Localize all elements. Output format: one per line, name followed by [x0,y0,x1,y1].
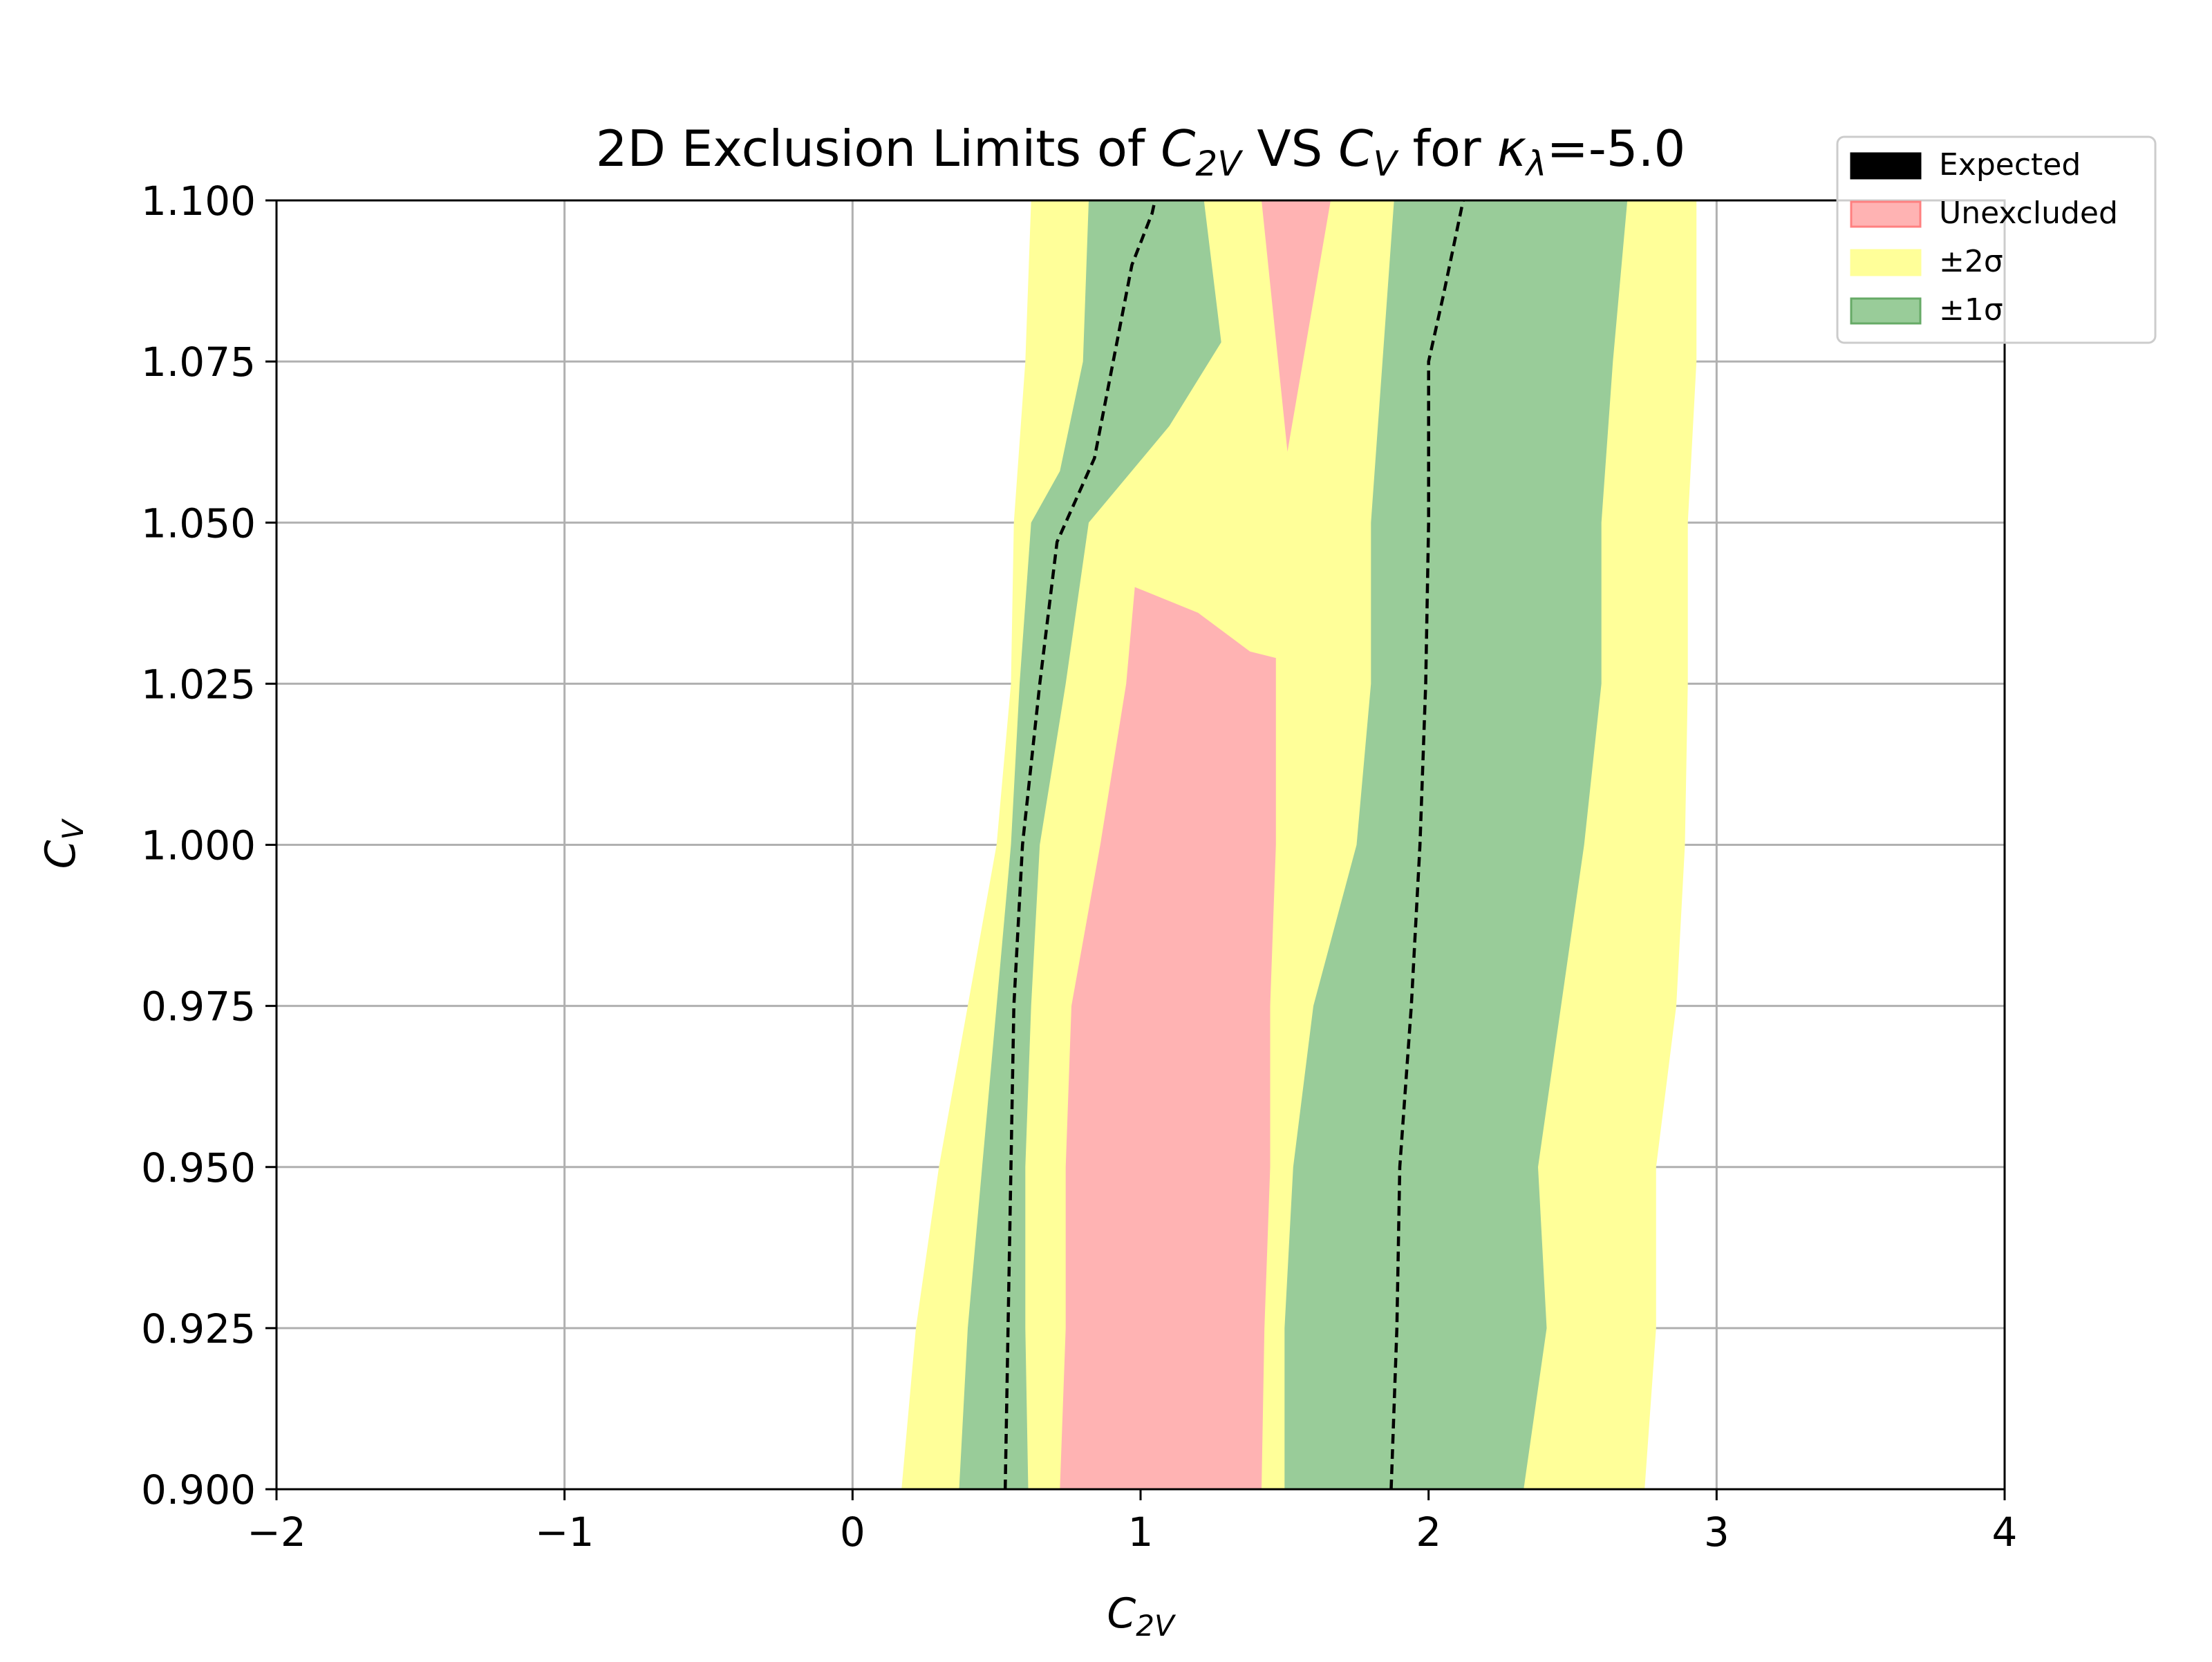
x-tick-label-2: 0 [840,1509,865,1556]
one-sigma-band-0 [959,200,1221,1489]
legend-label-one_sigma: ±1σ [1939,292,2003,328]
y-tick-label-5: 1.025 [141,661,256,708]
x-axis-label: C2V [1107,1589,1177,1643]
unexcluded-region-1 [1262,200,1331,452]
y-tick-label-3: 0.975 [141,983,256,1030]
x-tick-label-6: 4 [1992,1509,2018,1556]
x-tick-label-0: −2 [247,1509,306,1556]
expected-lines [1003,200,1465,1489]
expected-line-1 [1389,200,1465,1489]
legend: Expected Unexcluded ±2σ ±1σ [1836,135,2157,344]
plot-regions [901,200,1697,1489]
legend-entries: Expected Unexcluded ±2σ ±1σ [1850,147,2118,328]
y-tick-label-7: 1.075 [141,339,256,386]
legend-frame [1836,135,2157,344]
legend-swatch-unexcluded [1850,200,1922,228]
x-tick-label-5: 3 [1704,1509,1730,1556]
legend-label-two_sigma: ±2σ [1939,244,2003,279]
axis-ticks: −2 −1 0 1 2 3 4 0.900 0.925 0.950 0.975 1.000 1.025 1… [141,178,2018,1556]
legend-swatch-expected [1850,152,1922,180]
legend-label-expected: Expected [1939,147,2081,182]
legend-swatch-one_sigma [1850,297,1922,325]
y-tick-label-4: 1.000 [141,822,256,869]
legend-label-unexcluded: Unexcluded [1939,196,2118,231]
expected-line-0 [1003,200,1156,1489]
chart-title: 2D Exclusion Limits of C2V VS CV for κλ=… [596,120,1686,184]
unexcluded-region-0 [1060,587,1276,1489]
y-axis-label: CV [37,818,90,869]
x-tick-label-4: 2 [1416,1509,1441,1556]
y-tick-label-8: 1.100 [141,178,256,225]
y-tick-label-6: 1.050 [141,500,256,547]
y-tick-label-0: 0.900 [141,1466,256,1513]
x-tick-label-3: 1 [1128,1509,1154,1556]
x-tick-label-1: −1 [535,1509,594,1556]
one-sigma-band-1 [1284,200,1628,1489]
y-tick-label-2: 0.950 [141,1144,256,1191]
legend-swatch-two_sigma [1850,249,1922,276]
y-tick-label-1: 0.925 [141,1305,256,1352]
